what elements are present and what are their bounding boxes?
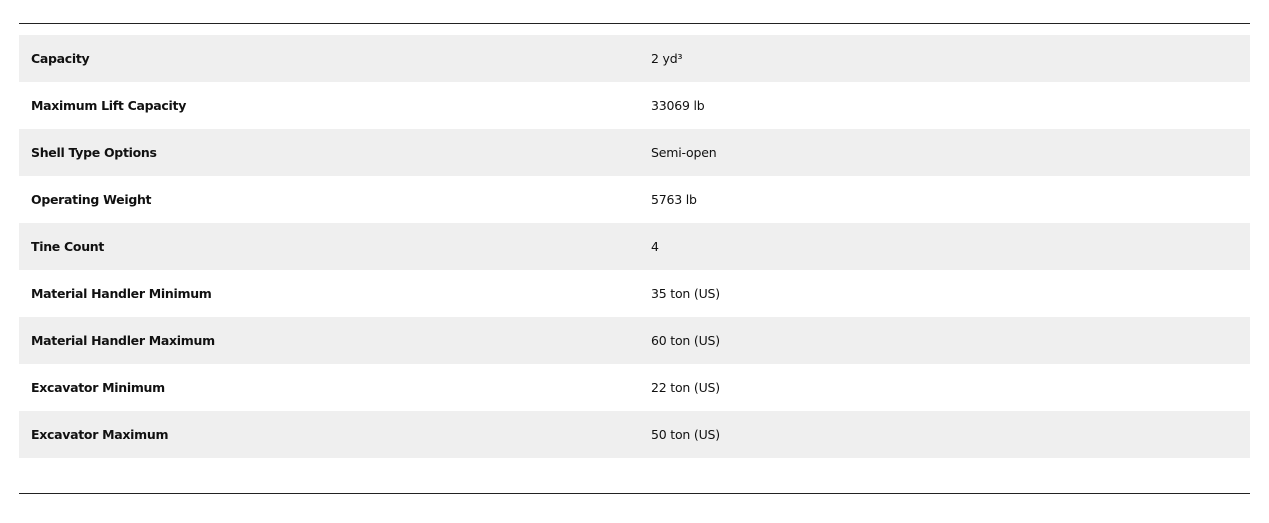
spec-value: 60 ton (US) [651, 333, 720, 348]
spec-value: 33069 lb [651, 98, 705, 113]
spec-label: Shell Type Options [31, 145, 157, 160]
spec-value: 4 [651, 239, 659, 254]
spec-value: 35 ton (US) [651, 286, 720, 301]
spec-label: Maximum Lift Capacity [31, 98, 187, 113]
table-row: Tine Count 4 [19, 223, 1250, 270]
specs-table: Capacity 2 yd³ Maximum Lift Capacity 33069… [19, 35, 1250, 458]
table-row: Operating Weight 5763 lb [19, 176, 1250, 223]
spec-value: 50 ton (US) [651, 427, 720, 442]
table-row: Material Handler Minimum 35 ton (US) [19, 270, 1250, 317]
spec-label: Material Handler Minimum [31, 286, 212, 301]
table-row: Material Handler Maximum 60 ton (US) [19, 317, 1250, 364]
spec-label: Operating Weight [31, 192, 152, 207]
spec-label: Material Handler Maximum [31, 333, 215, 348]
spec-label: Tine Count [31, 239, 105, 254]
spec-label: Excavator Minimum [31, 380, 165, 395]
spec-label: Excavator Maximum [31, 427, 169, 442]
spec-label: Capacity [31, 51, 90, 66]
spec-value: 5763 lb [651, 192, 697, 207]
top-divider [19, 23, 1250, 24]
spec-value: 22 ton (US) [651, 380, 720, 395]
table-row: Excavator Minimum 22 ton (US) [19, 364, 1250, 411]
bottom-divider [19, 493, 1250, 494]
table-row: Excavator Maximum 50 ton (US) [19, 411, 1250, 458]
spec-value: Semi-open [651, 145, 717, 160]
table-row: Capacity 2 yd³ [19, 35, 1250, 82]
table-row: Shell Type Options Semi-open [19, 129, 1250, 176]
table-row: Maximum Lift Capacity 33069 lb [19, 82, 1250, 129]
spec-value: 2 yd³ [651, 51, 683, 66]
